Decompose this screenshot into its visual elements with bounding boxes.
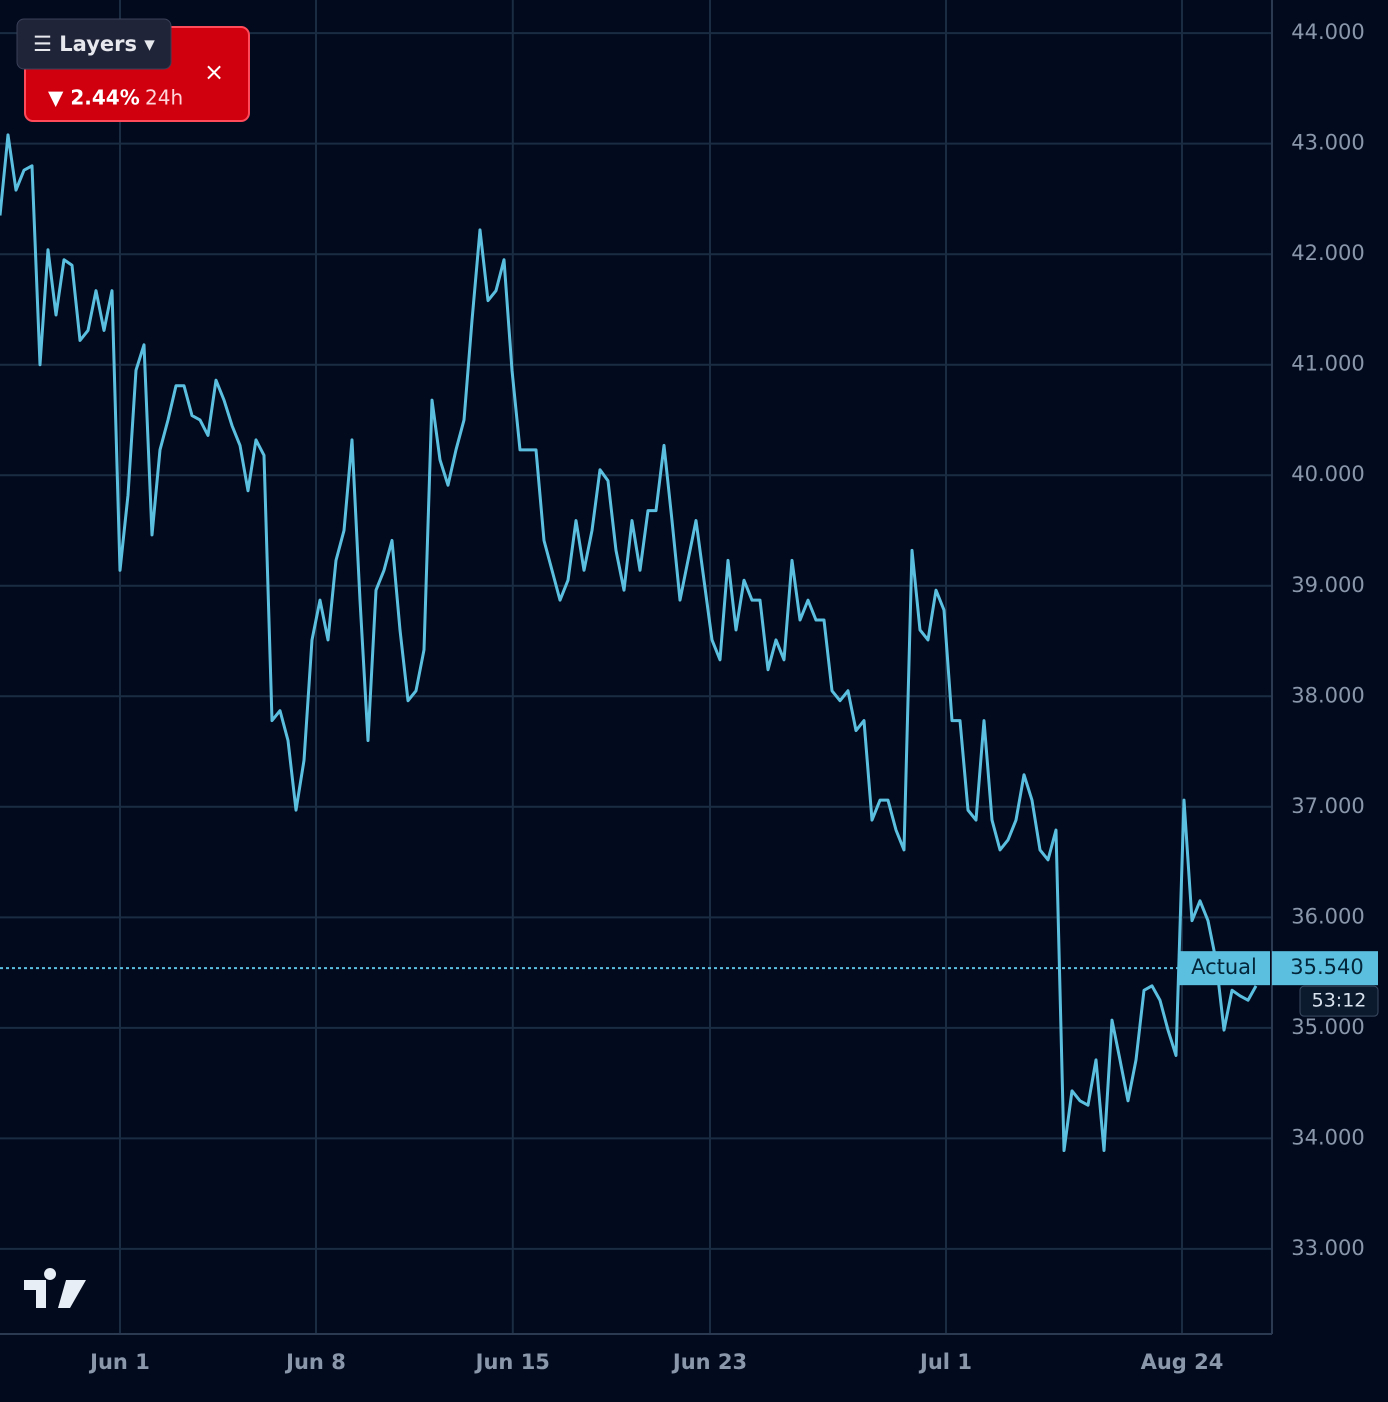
y-tick-label: 41.000 <box>1291 352 1364 376</box>
layers-button[interactable] <box>16 18 172 70</box>
tv-logo <box>24 1268 86 1308</box>
y-tick-label: 35.000 <box>1291 1015 1364 1039</box>
y-tick-label: 33.000 <box>1291 1236 1364 1260</box>
plot <box>0 133 1272 1153</box>
x-tick-label: Jun 8 <box>284 1350 346 1374</box>
y-tick-label: 39.000 <box>1291 573 1364 597</box>
y-tick-label: 40.000 <box>1291 462 1364 486</box>
price-line <box>0 133 1258 1153</box>
countdown: 53:12 <box>1312 990 1367 1012</box>
x-tick-label: Jun 1 <box>88 1350 150 1374</box>
y-tick-label: 38.000 <box>1291 683 1364 707</box>
y-tick-label: 42.000 <box>1291 241 1364 265</box>
period-text: 24h <box>145 86 183 110</box>
logo-shape <box>24 1268 86 1308</box>
price-label: 35.540 <box>1290 955 1363 979</box>
y-tick-label: 44.000 <box>1291 20 1364 44</box>
x-tick-label: Aug 24 <box>1141 1350 1224 1374</box>
price-tag: Actual <box>1191 955 1257 979</box>
y-tick-label: 43.000 <box>1291 131 1364 155</box>
x-tick-label: Jun 15 <box>474 1350 550 1374</box>
x-tick-label: Jul 1 <box>918 1350 972 1374</box>
x-tick-label: Jun 23 <box>671 1350 747 1374</box>
change-text: ▼ 2.44% <box>48 86 140 110</box>
y-tick-label: 36.000 <box>1291 904 1364 928</box>
y-tick-label: 37.000 <box>1291 794 1364 818</box>
y-tick-label: 34.000 <box>1291 1125 1364 1149</box>
close-button[interactable]: × <box>204 58 224 86</box>
price-tag-box <box>1178 951 1270 986</box>
price-label-box <box>1272 951 1378 986</box>
ticks: 33.000 34.000 35.000 36.000 37.000 38.000 39.0… <box>88 20 1379 1374</box>
layers-label[interactable]: ☰ Layers ▾ <box>33 32 155 56</box>
countdown-box <box>1299 985 1379 1017</box>
